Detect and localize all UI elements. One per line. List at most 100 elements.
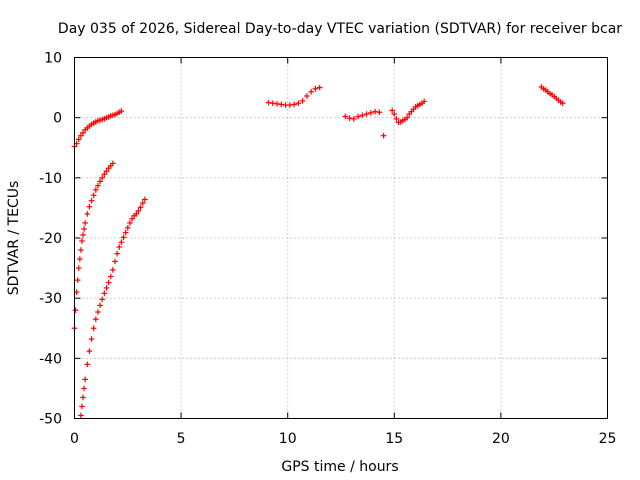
data-point: [79, 238, 85, 244]
data-point: [86, 203, 93, 210]
data-point: [84, 361, 91, 368]
data-point: [380, 132, 387, 139]
y-tick-label: -50: [39, 412, 62, 428]
data-point: [78, 132, 84, 139]
data-point: [135, 208, 142, 214]
x-tick-label: 10: [279, 431, 297, 447]
grid-lines: [74, 57, 608, 419]
data-point: [404, 114, 410, 121]
data-point: [101, 290, 108, 297]
data-point: [559, 100, 566, 107]
data-point: [118, 239, 125, 246]
data-point: [77, 256, 83, 262]
data-point: [86, 348, 93, 354]
data-point: [295, 100, 302, 107]
data-point: [82, 376, 88, 383]
data-point: [346, 115, 353, 122]
data-point: [72, 307, 79, 313]
data-point: [133, 211, 140, 217]
data-point: [291, 101, 297, 108]
data-point: [299, 98, 306, 104]
y-tick-label: -20: [39, 231, 62, 247]
data-point: [75, 136, 82, 143]
data-point: [125, 224, 131, 231]
x-tick-label: 0: [70, 431, 79, 447]
data-point: [359, 112, 366, 119]
data-point: [107, 273, 114, 280]
data-point: [97, 302, 103, 309]
data-point: [81, 385, 87, 392]
data-point: [88, 197, 95, 204]
data-point: [142, 196, 148, 203]
y-axis-label: SDTVAR / TECUs: [6, 181, 22, 296]
data-point: [101, 171, 108, 178]
data-point: [99, 175, 106, 181]
data-point: [95, 309, 101, 315]
x-tick-label: 5: [177, 431, 186, 447]
data-point: [376, 109, 383, 116]
data-point: [137, 204, 144, 211]
data-point: [79, 403, 85, 410]
data-point: [75, 265, 82, 271]
data-point: [90, 192, 97, 199]
data-point: [118, 108, 125, 114]
data-point: [84, 211, 91, 217]
data-point: [274, 101, 280, 107]
data-point: [368, 110, 374, 116]
data-point: [287, 102, 293, 108]
x-tick-labels: 0 5 10 15 20 25: [70, 431, 616, 447]
data-point: [363, 111, 370, 117]
data-point: [74, 277, 81, 283]
y-tick-label: -30: [39, 291, 62, 307]
data-point: [110, 267, 116, 273]
data-point: [78, 247, 84, 253]
y-tick-label: 0: [53, 111, 62, 127]
data-points: [71, 84, 566, 419]
data-point: [97, 178, 103, 185]
data-point: [120, 234, 127, 241]
y-tick-labels: -50 -40 -30 -20 -10 0 10: [39, 51, 62, 428]
data-point: [122, 229, 129, 236]
data-point: [278, 101, 285, 108]
data-point: [103, 168, 110, 175]
x-tick-label: 20: [492, 431, 510, 447]
data-point: [80, 394, 86, 401]
data-point: [103, 285, 110, 291]
data-point: [316, 84, 323, 91]
data-point: [393, 116, 400, 122]
data-point: [421, 98, 427, 105]
data-point: [116, 244, 123, 250]
data-point: [265, 99, 272, 106]
x-tick-label: 25: [599, 431, 617, 447]
data-point: [389, 107, 395, 114]
data-point: [139, 200, 146, 206]
y-tick-label: 10: [44, 51, 62, 67]
data-point: [110, 160, 116, 167]
data-point: [99, 296, 106, 303]
axis-ticks: [74, 57, 608, 419]
data-point: [304, 93, 310, 99]
data-point: [350, 116, 357, 122]
data-point: [308, 88, 314, 95]
y-tick-label: -10: [39, 171, 62, 187]
data-point: [269, 100, 276, 107]
data-point: [93, 187, 99, 193]
data-point: [114, 250, 120, 257]
data-point: [90, 325, 97, 332]
data-point: [82, 220, 88, 226]
data-point: [105, 279, 112, 286]
y-tick-label: -40: [39, 351, 62, 367]
data-point: [112, 258, 118, 265]
x-axis-label: GPS time / hours: [281, 459, 398, 475]
chart-title: Day 035 of 2026, Sidereal Day-to-day VTE…: [58, 21, 622, 37]
data-point: [355, 113, 361, 120]
data-point: [372, 108, 378, 115]
data-point: [312, 85, 319, 92]
x-tick-label: 15: [385, 431, 403, 447]
data-point: [391, 111, 398, 117]
data-point: [81, 226, 87, 232]
data-point: [93, 316, 99, 323]
data-point: [78, 412, 84, 419]
data-point: [95, 182, 101, 189]
